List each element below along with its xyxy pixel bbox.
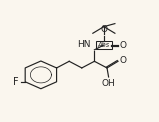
Text: O: O [120, 56, 127, 65]
Text: F: F [13, 77, 19, 87]
Text: O: O [120, 41, 127, 50]
Text: Abs: Abs [98, 42, 110, 48]
Text: HN: HN [77, 40, 90, 49]
FancyBboxPatch shape [96, 41, 112, 49]
Text: O: O [100, 25, 107, 35]
Text: OH: OH [102, 79, 115, 88]
